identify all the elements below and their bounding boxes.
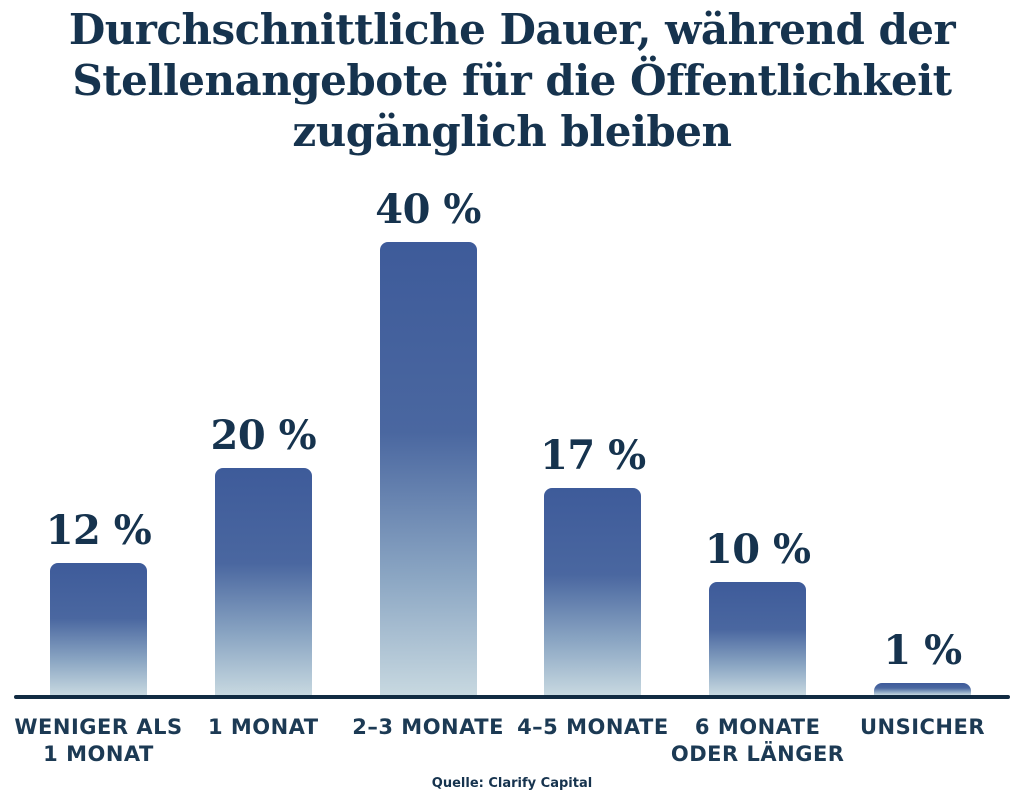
category-label-line: 1 MONAT bbox=[207, 715, 319, 739]
bar-2 bbox=[214, 468, 312, 695]
bar-3 bbox=[379, 242, 477, 695]
category-label-line: ODER LÄNGER bbox=[670, 742, 845, 766]
bar-value-label: 1 % bbox=[883, 627, 962, 674]
bar-value-label: 40 % bbox=[375, 186, 481, 233]
chart-title-line-3: zugänglich bleiben bbox=[292, 107, 732, 156]
bar-4 bbox=[544, 488, 642, 695]
category-label: 6 MONATE ODER LÄNGER bbox=[643, 714, 873, 768]
category-label: UNSICHER bbox=[808, 714, 1024, 741]
source-caption: Quelle: Clarify Capital bbox=[431, 776, 593, 791]
category-label: WENIGER ALS 1 MONAT bbox=[0, 714, 214, 768]
category-label-line: UNSICHER bbox=[859, 715, 986, 739]
chart-title: Durchschnittliche Dauer, während der Ste… bbox=[0, 4, 1024, 157]
category-label-line: 2–3 MONATE bbox=[352, 715, 504, 739]
bar-6 bbox=[874, 683, 971, 695]
bar-value-label: 12 % bbox=[45, 507, 152, 554]
bar-1 bbox=[50, 563, 147, 695]
chart-title-line-2: Stellenangebote für die Öffentlichkeit bbox=[72, 56, 952, 105]
bar-value-label: 10 % bbox=[704, 526, 811, 573]
x-axis-line bbox=[14, 695, 1010, 699]
bar-5 bbox=[709, 582, 807, 695]
category-label-line: WENIGER ALS bbox=[14, 715, 183, 739]
category-label: 1 MONAT bbox=[148, 714, 378, 741]
category-label-line: 4–5 MONATE bbox=[517, 715, 669, 739]
category-label-line: 1 MONAT bbox=[43, 742, 154, 766]
category-label-line: 6 MONATE bbox=[694, 715, 821, 739]
chart-title-line-1: Durchschnittliche Dauer, während der bbox=[68, 5, 956, 54]
bar-value-label: 20 % bbox=[210, 412, 317, 459]
category-label: 4–5 MONATE bbox=[478, 714, 708, 741]
bar-value-label: 17 % bbox=[540, 432, 646, 479]
category-label: 2–3 MONATE bbox=[313, 714, 543, 741]
